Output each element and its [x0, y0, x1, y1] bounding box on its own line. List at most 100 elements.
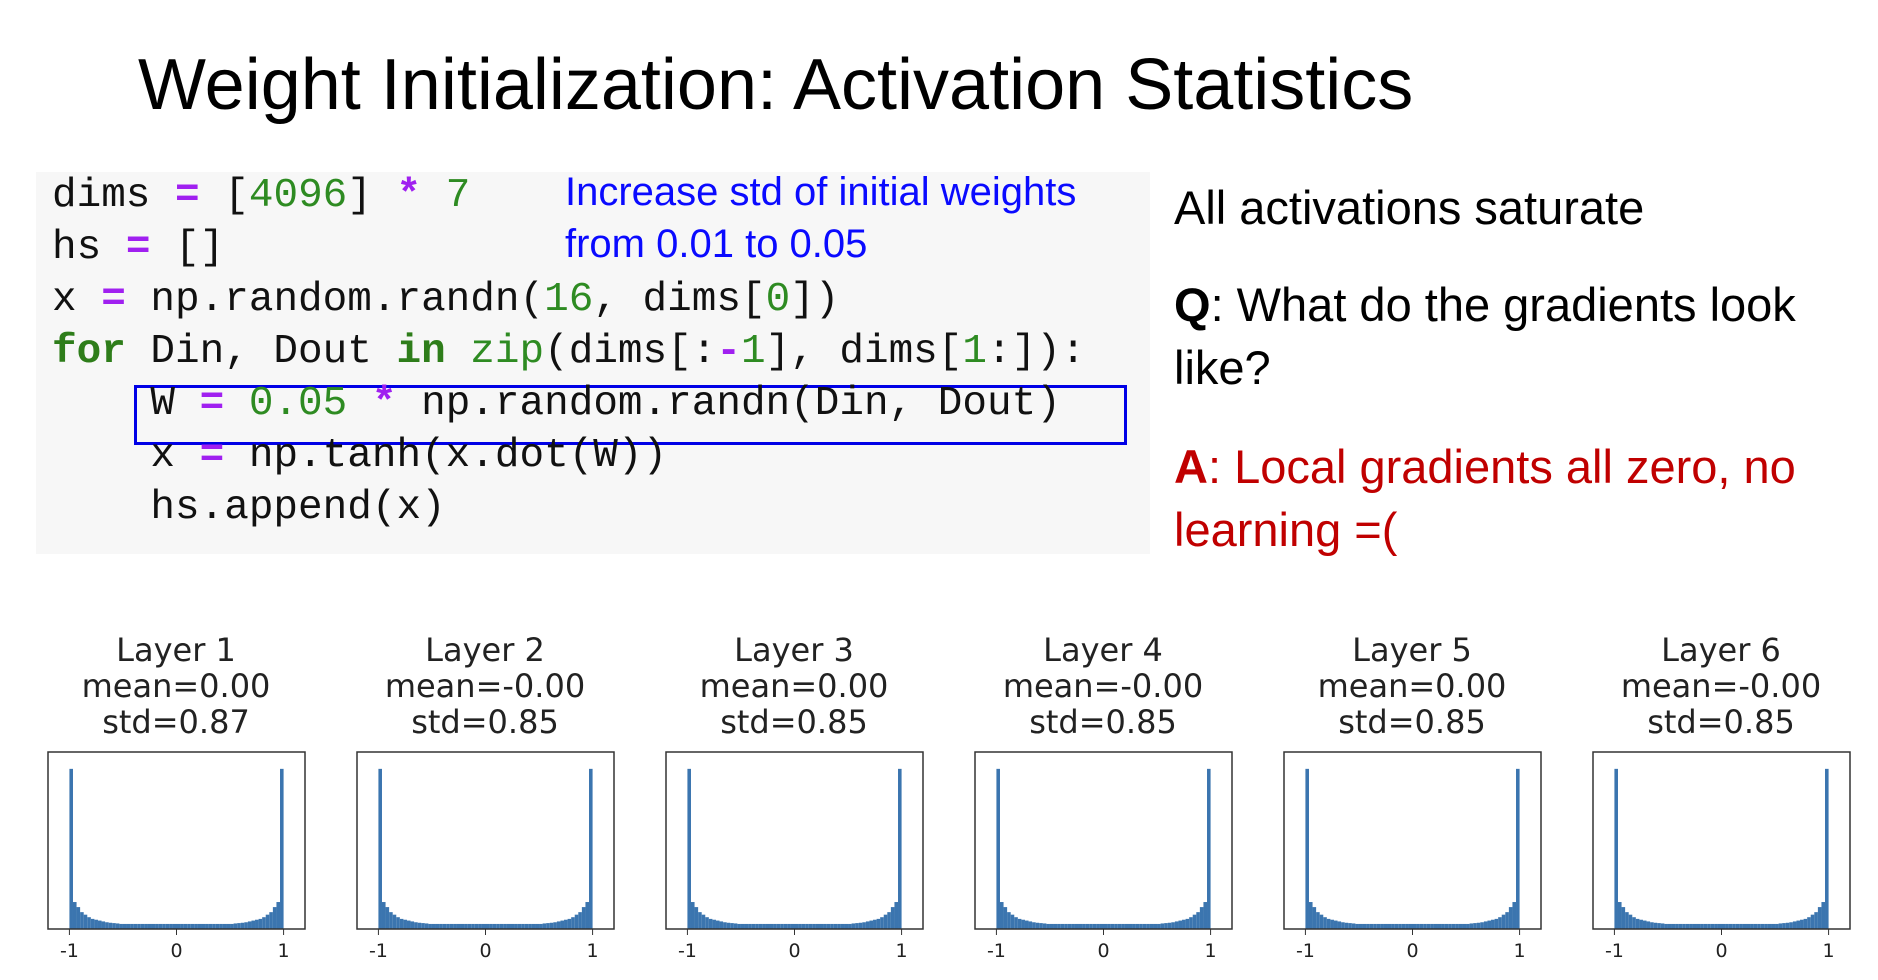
- histogram-plot: -1 0 1: [665, 751, 924, 962]
- histogram-bar: [712, 919, 716, 929]
- histogram-bar: [1157, 923, 1161, 929]
- histogram-bar: [730, 923, 734, 929]
- histogram-bar: [1685, 923, 1690, 929]
- histogram-bar: [1174, 921, 1179, 929]
- axes-frame: [974, 751, 1233, 930]
- histogram-bar: [794, 923, 799, 929]
- panel-std: std=0.85: [1647, 703, 1795, 741]
- histogram-bar: [1039, 923, 1043, 929]
- histogram-bar: [172, 923, 177, 929]
- code-line: hs.append(x): [52, 482, 445, 534]
- histogram-bar: [1732, 923, 1736, 929]
- panel-mean: mean=0.00: [1317, 667, 1507, 705]
- histogram-plot: -1 0 1: [1283, 751, 1542, 962]
- histogram-bar: [715, 920, 720, 929]
- histogram-bar: [1458, 923, 1463, 929]
- histogram-bar: [787, 923, 791, 929]
- histogram-bar: [201, 923, 206, 929]
- histogram-bar: [176, 923, 181, 929]
- histogram-bar: [1483, 921, 1488, 929]
- code-token: 1: [962, 329, 988, 375]
- histogram-bar: [687, 768, 691, 929]
- histogram-bar: [269, 912, 273, 929]
- panel-title: Layer 5: [1352, 631, 1472, 669]
- histogram-bar: [280, 768, 284, 929]
- histogram-bar: [180, 923, 184, 929]
- histogram-bar: [1142, 923, 1147, 929]
- histogram-bar: [226, 923, 231, 929]
- histogram-bar: [460, 923, 465, 929]
- histogram-bar: [1714, 923, 1718, 929]
- histogram-bar: [97, 920, 102, 929]
- histogram-bar: [108, 922, 113, 929]
- histogram-bar: [1757, 923, 1761, 929]
- histogram-bar: [428, 923, 432, 929]
- code-token: [446, 329, 471, 375]
- histogram-bar: [751, 923, 756, 929]
- histogram-bar: [1391, 923, 1395, 929]
- histogram-bar: [485, 923, 490, 929]
- histogram-bar: [790, 923, 795, 929]
- code-token: for: [52, 329, 126, 375]
- histogram-bar: [840, 923, 845, 929]
- histogram-bar: [133, 923, 138, 929]
- code-token: =: [175, 173, 200, 219]
- histogram-bar: [1135, 923, 1140, 929]
- histogram-bar: [705, 917, 709, 929]
- histogram-bar: [69, 768, 73, 929]
- code-token: 0.05: [248, 381, 348, 427]
- histogram-bar: [1614, 768, 1618, 929]
- panel-std: std=0.85: [720, 703, 868, 741]
- histogram-bar: [1366, 923, 1370, 929]
- histogram-bar: [90, 918, 95, 929]
- histogram-bar: [130, 923, 134, 929]
- histogram-bar: [1017, 918, 1022, 929]
- histogram-bar: [833, 923, 838, 929]
- histogram-bar: [1466, 923, 1470, 929]
- histogram-bar: [1650, 922, 1654, 929]
- histogram-bar: [755, 923, 759, 929]
- histogram-bar: [1021, 919, 1025, 929]
- histogram-bar: [1035, 922, 1040, 929]
- histogram-bar: [215, 923, 220, 929]
- code-token: Din, Dout: [125, 329, 397, 375]
- histogram-bar: [1099, 923, 1104, 929]
- x-tick-label: 1: [1205, 940, 1217, 962]
- histogram-bar: [272, 907, 277, 929]
- histogram-bar: [155, 923, 159, 929]
- panel-mean: mean=-0.00: [384, 667, 586, 705]
- histogram-plot: -1 0 1: [974, 751, 1233, 962]
- histogram-bar: [1010, 914, 1015, 929]
- histogram-bar: [1387, 923, 1392, 929]
- histogram-bar: [1103, 923, 1108, 929]
- histogram-bar: [589, 768, 593, 929]
- panel-mean: mean=-0.00: [1620, 667, 1822, 705]
- histogram-bar: [708, 918, 713, 929]
- histogram-bar: [381, 902, 386, 929]
- histogram-bar: [1053, 923, 1058, 929]
- histogram-bar: [169, 923, 173, 929]
- histogram-bar: [1433, 923, 1438, 929]
- code-token: ]: [347, 173, 397, 219]
- histogram-bar: [1333, 920, 1338, 929]
- x-tick-label: -1: [987, 940, 1006, 962]
- histogram-bar: [719, 921, 724, 929]
- histogram-bar: [574, 914, 579, 929]
- histogram-bar: [1032, 922, 1036, 929]
- histogram-bar: [758, 923, 763, 929]
- histogram-bar: [1405, 923, 1409, 929]
- histogram-bar: [876, 918, 881, 929]
- x-tick-label: 0: [1715, 940, 1727, 962]
- code-token: , dims[: [593, 277, 766, 323]
- histogram-bar: [481, 923, 486, 929]
- histogram-bar: [421, 923, 425, 929]
- histogram-bar: [158, 923, 163, 929]
- histogram-bar: [244, 922, 248, 929]
- histogram-bar: [694, 907, 699, 929]
- histogram-bar: [542, 923, 547, 929]
- histogram-bar: [812, 923, 816, 929]
- histogram-bar: [539, 923, 543, 929]
- x-tick-label: 0: [1097, 940, 1109, 962]
- histogram-bar: [862, 922, 866, 929]
- code-token: [347, 381, 372, 427]
